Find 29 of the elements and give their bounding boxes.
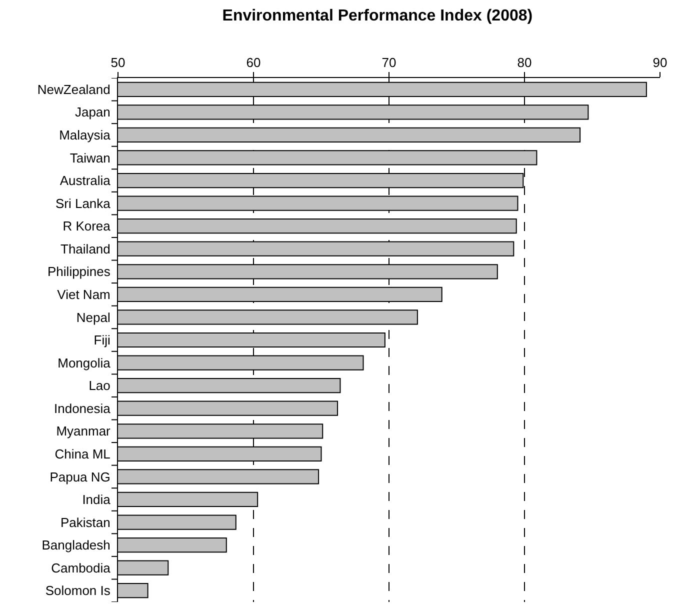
y-tick-label: Thailand xyxy=(60,241,110,256)
y-tick-label: NewZealand xyxy=(37,82,110,97)
x-tick-label: 70 xyxy=(382,54,396,70)
y-tick-label: Nepal xyxy=(76,310,111,325)
y-tick-label: Sri Lanka xyxy=(55,196,112,211)
y-tick-label: Fiji xyxy=(94,332,111,348)
y-tick-label: Australia xyxy=(60,173,112,188)
x-tick-label: 50 xyxy=(110,54,126,70)
y-tick-label: India xyxy=(82,492,112,508)
y-tick-label: Myanmar xyxy=(56,424,112,439)
x-tick-label: 80 xyxy=(517,54,532,70)
y-tick-label: Lao xyxy=(88,378,110,394)
y-tick-label: Cambodia xyxy=(51,560,112,576)
y-tick-label: Taiwan xyxy=(70,150,110,166)
y-tick-label: Malaysia xyxy=(59,128,112,143)
y-tick-label: Bangladesh xyxy=(42,538,110,553)
y-tick-label: R Korea xyxy=(62,218,112,234)
chart-title: Environmental Performance Index (2008) xyxy=(222,7,533,24)
y-tick-label: Papua NG xyxy=(50,469,110,484)
y-tick-label: Indonesia xyxy=(54,400,112,416)
x-tick-label: 60 xyxy=(246,54,261,70)
y-tick-label: China ML xyxy=(54,446,110,462)
y-tick-label: Mongolia xyxy=(58,355,112,370)
y-tick-label: Philippines xyxy=(48,264,111,280)
y-tick-label: Japan xyxy=(74,104,110,120)
y-tick-label: Viet Nam xyxy=(57,286,110,302)
y-tick-label: Pakistan xyxy=(60,514,110,530)
y-tick-label: Solomon Is xyxy=(45,583,111,598)
x-tick-label: 90 xyxy=(652,54,668,70)
